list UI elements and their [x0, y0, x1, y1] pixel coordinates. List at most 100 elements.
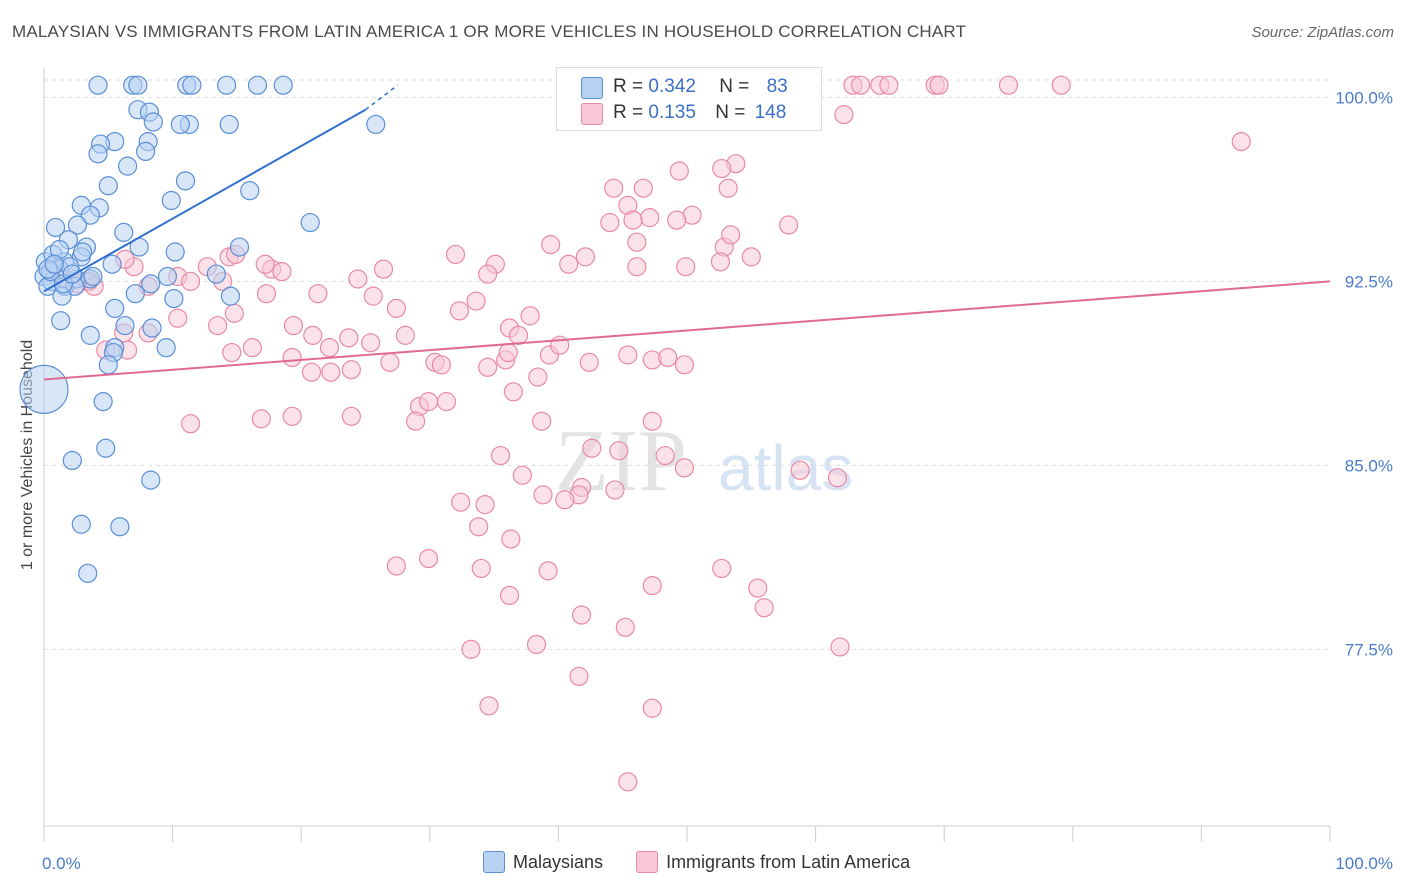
data-point — [115, 315, 135, 336]
data-point — [128, 75, 148, 95]
data-point — [466, 291, 486, 311]
legend-swatch-blue — [483, 851, 505, 874]
data-point — [508, 325, 529, 345]
data-point — [51, 311, 71, 331]
source-label: Source: ZipAtlas.com — [1251, 24, 1394, 41]
data-point — [283, 315, 304, 336]
trendline-latin-america — [43, 280, 1331, 381]
data-point — [301, 362, 322, 382]
data-point — [1051, 75, 1071, 95]
data-point — [528, 367, 548, 387]
data-point — [319, 338, 340, 358]
data-point — [102, 254, 122, 274]
data-point — [219, 114, 239, 135]
data-point — [80, 205, 100, 225]
data-point — [712, 558, 732, 579]
data-point — [88, 144, 108, 164]
data-point — [141, 470, 161, 490]
data-point — [559, 254, 579, 274]
data-point — [555, 490, 575, 510]
data-point — [105, 298, 125, 319]
data-point — [45, 217, 66, 238]
data-point — [604, 178, 624, 198]
data-point — [217, 75, 237, 95]
data-point — [499, 585, 520, 606]
data-point — [321, 362, 341, 382]
watermark-atlas: atlas — [718, 432, 853, 504]
data-point — [386, 556, 406, 576]
data-point — [998, 75, 1019, 95]
data-point — [436, 392, 457, 412]
data-point — [282, 347, 302, 368]
data-point — [395, 325, 415, 345]
data-point — [478, 264, 498, 284]
data-point — [44, 254, 64, 274]
legend-label-latin-america: Immigrants from Latin America — [666, 851, 911, 872]
data-point — [142, 318, 162, 338]
data-point — [114, 222, 134, 242]
y-tick-label: 100.0% — [1335, 88, 1393, 107]
data-point — [718, 178, 738, 198]
data-point — [19, 364, 69, 414]
data-point — [224, 303, 244, 323]
data-point — [83, 266, 103, 287]
data-point — [181, 414, 201, 434]
data-point — [541, 235, 561, 255]
data-point — [366, 114, 386, 135]
axes — [43, 68, 1331, 842]
data-point — [373, 259, 394, 279]
data-point — [125, 284, 145, 304]
data-point — [418, 549, 439, 569]
data-point — [229, 237, 250, 257]
data-point — [712, 158, 732, 179]
data-point — [339, 328, 359, 348]
data-point — [161, 190, 181, 211]
data-point — [418, 392, 439, 412]
data-point — [282, 406, 302, 426]
data-point — [471, 558, 491, 579]
legend-item-latin-america[interactable]: Immigrants from Latin America — [636, 851, 911, 874]
data-point — [503, 382, 523, 402]
data-point — [571, 605, 592, 625]
data-point — [141, 274, 161, 294]
data-point — [361, 333, 381, 353]
data-point — [721, 225, 741, 245]
data-point — [627, 257, 647, 277]
data-point — [272, 262, 292, 282]
legend-swatch-pink — [581, 103, 603, 125]
data-point — [879, 75, 899, 95]
data-point — [618, 772, 638, 792]
data-point — [300, 212, 320, 233]
legend-swatch-pink — [636, 851, 659, 874]
data-point — [96, 438, 116, 458]
data-point — [575, 247, 596, 267]
data-point — [380, 352, 400, 372]
legend-r-value: 0.135 — [648, 102, 696, 123]
data-point — [538, 561, 558, 581]
data-point — [168, 308, 188, 328]
data-point — [579, 352, 599, 372]
data-point — [605, 480, 625, 500]
data-point — [175, 171, 196, 191]
legend-n-value: 148 — [754, 102, 787, 123]
trendlines — [43, 84, 1331, 381]
data-point — [181, 271, 201, 292]
series-legend: Malaysians Immigrants from Latin America — [483, 851, 938, 874]
data-point — [363, 286, 383, 306]
data-point — [62, 450, 82, 471]
data-point — [582, 438, 602, 458]
data-point — [667, 210, 687, 230]
data-point — [642, 698, 662, 718]
data-point — [929, 75, 949, 95]
y-tick-label: 77.5% — [1345, 640, 1393, 659]
data-point — [341, 360, 361, 380]
data-point — [633, 178, 653, 198]
legend-item-malaysians[interactable]: Malaysians — [483, 851, 603, 874]
data-point — [618, 345, 638, 365]
data-point — [754, 598, 774, 618]
data-point — [80, 325, 100, 345]
data-point — [431, 355, 451, 375]
legend-n-label: N = — [715, 102, 746, 123]
data-point — [851, 75, 871, 95]
data-point — [71, 514, 91, 534]
